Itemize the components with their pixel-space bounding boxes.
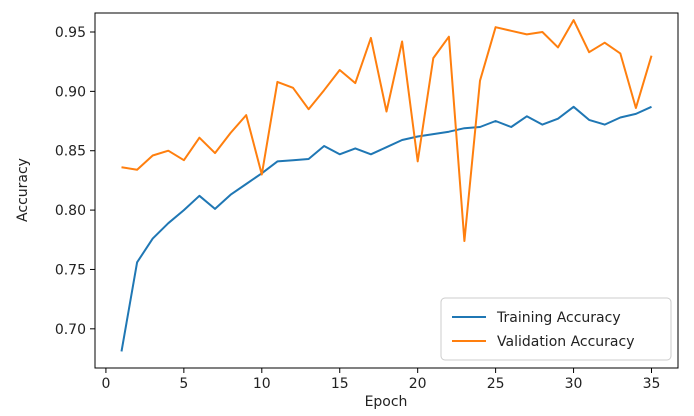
x-tick-label: 5 [179,376,188,392]
x-axis-title: Epoch [365,394,408,410]
x-axis-ticks: 0 5 10 15 20 25 30 35 [101,368,660,392]
legend-box [440,297,672,361]
y-axis-title: Accuracy [15,158,31,222]
y-axis-ticks: 0.70 0.75 0.80 0.85 0.90 0.95 [55,25,95,338]
y-tick-label: 0.70 [55,322,86,338]
y-tick-label: 0.95 [55,25,86,41]
x-tick-label: 30 [565,376,583,392]
series-layer [120,19,653,352]
x-tick-label: 20 [409,376,427,392]
series-line-training-accuracy [120,105,652,352]
x-tick-label: 35 [643,376,661,392]
x-tick-label: 25 [487,376,505,392]
y-tick-label: 0.75 [55,262,86,278]
y-tick-label: 0.90 [55,84,86,100]
x-tick-label: 0 [101,376,110,392]
x-tick-label: 15 [331,376,349,392]
legend-label-validation: Validation Accuracy [497,334,635,350]
legend-label-training: Training Accuracy [496,310,621,326]
plot-frame [94,12,679,369]
series-line-validation-accuracy [121,19,653,242]
y-tick-label: 0.80 [55,203,86,219]
x-tick-label: 10 [253,376,271,392]
y-tick-label: 0.85 [55,144,86,160]
legend: Training Accuracy Validation Accuracy [440,297,672,361]
